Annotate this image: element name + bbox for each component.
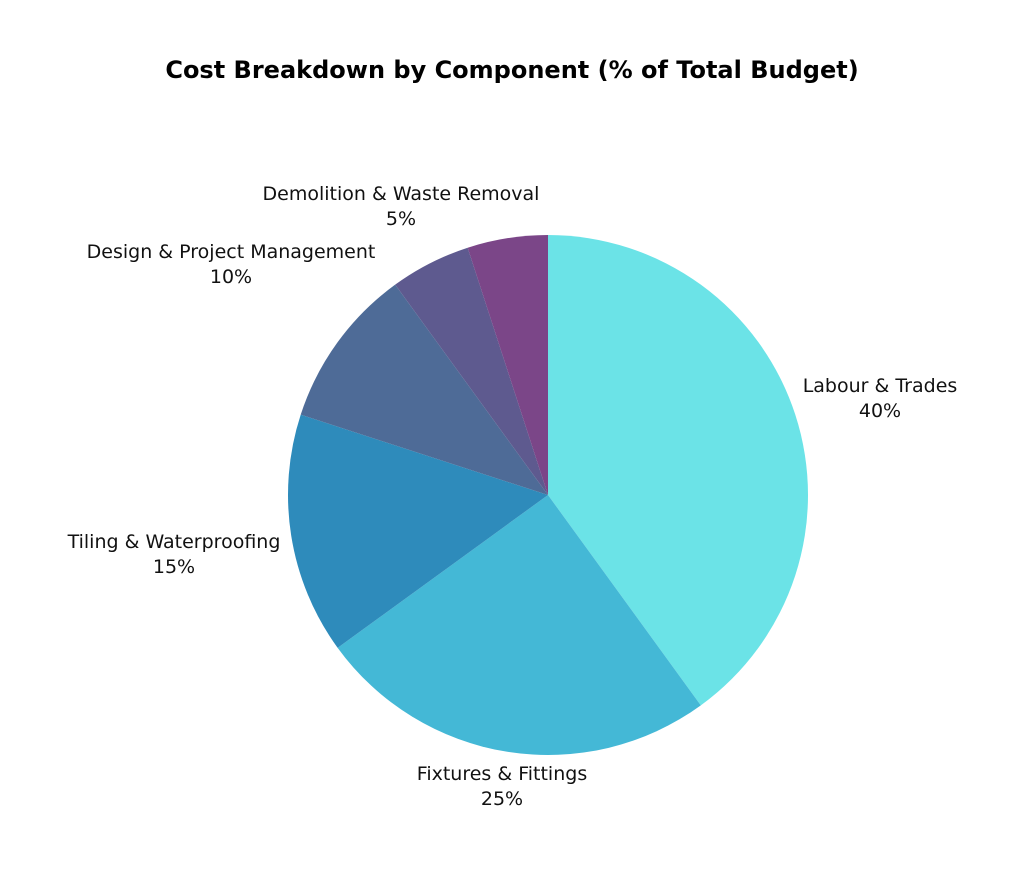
slice-label-value: 5% bbox=[385, 208, 417, 230]
slice-label-value: 10% bbox=[209, 266, 253, 288]
pie-slice-2 bbox=[288, 414, 548, 648]
slice-label-name: Tiling & Waterproofing bbox=[67, 531, 281, 553]
slice-label: Tiling & Waterproofing 15% bbox=[68, 530, 281, 580]
pie-slice-4 bbox=[395, 247, 548, 495]
slice-label-value: 15% bbox=[152, 556, 196, 578]
pie-slice-3 bbox=[300, 284, 548, 495]
slice-label-value: 25% bbox=[480, 788, 524, 810]
slice-label: Design & Project Management 10% bbox=[87, 240, 376, 290]
slice-label: Fixtures & Fittings 25% bbox=[417, 762, 587, 812]
pie-slice-5 bbox=[467, 235, 548, 495]
pie-slice-1 bbox=[337, 495, 701, 755]
chart-title: Cost Breakdown by Component (% of Total … bbox=[165, 56, 859, 84]
slice-label: Labour & Trades 40% bbox=[803, 374, 958, 424]
slice-label-name: Demolition & Waste Removal bbox=[262, 183, 540, 205]
pie-slice-0 bbox=[548, 235, 808, 706]
slice-label-name: Design & Project Management bbox=[86, 241, 376, 263]
slice-label-name: Fixtures & Fittings bbox=[416, 763, 588, 785]
slice-label: Demolition & Waste Removal 5% bbox=[263, 182, 540, 232]
slice-label-name: Labour & Trades bbox=[802, 375, 958, 397]
slice-label-value: 40% bbox=[858, 400, 902, 422]
